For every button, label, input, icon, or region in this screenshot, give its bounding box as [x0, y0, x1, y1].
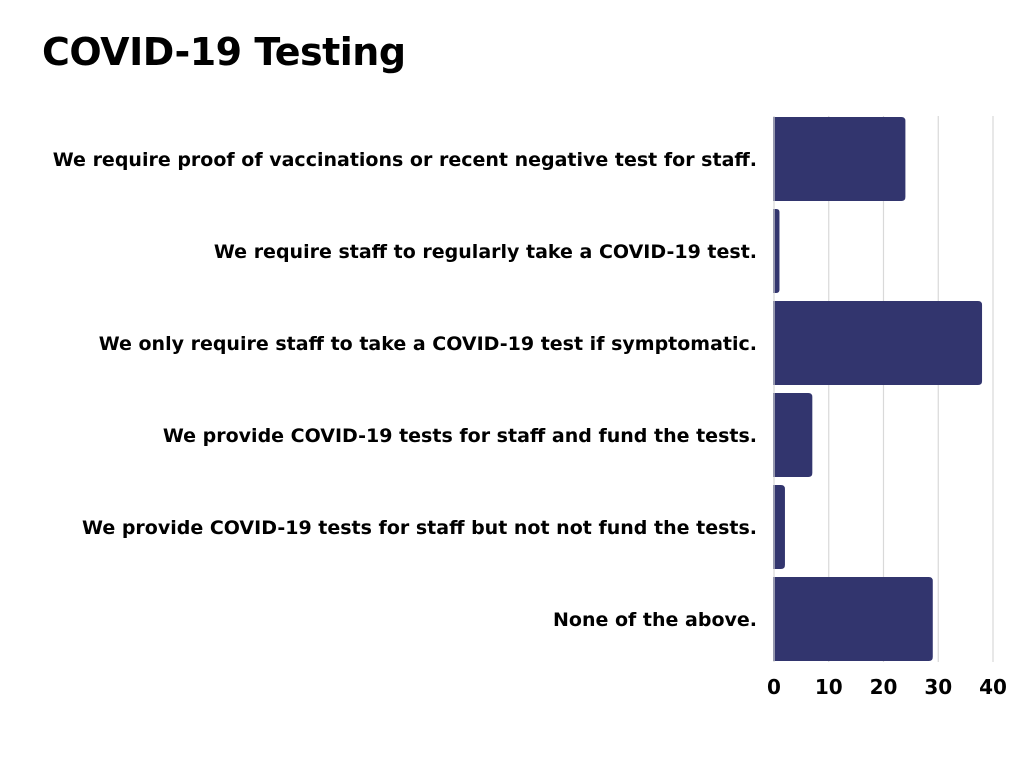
- bar: [773, 117, 906, 201]
- bars: [773, 117, 983, 661]
- category-labels: We require proof of vaccinations or rece…: [53, 149, 757, 631]
- gridlines: [828, 116, 994, 662]
- bar: [773, 577, 933, 661]
- category-label: We provide COVID-19 tests for staff but …: [82, 517, 757, 539]
- category-label: We require staff to regularly take a COV…: [214, 241, 757, 263]
- bar: [773, 301, 983, 385]
- category-label: None of the above.: [553, 609, 757, 631]
- bar: [773, 209, 780, 293]
- category-label: We provide COVID-19 tests for staff and …: [163, 425, 757, 447]
- bar: [773, 393, 813, 477]
- x-tick-labels: 0 10 20 30 40: [767, 675, 1007, 699]
- bar: [773, 485, 785, 569]
- x-tick-label: 0: [767, 675, 781, 699]
- x-tick-label: 10: [815, 675, 843, 699]
- category-label: We require proof of vaccinations or rece…: [53, 149, 757, 171]
- chart-title: COVID-19 Testing: [42, 30, 406, 74]
- x-tick-label: 40: [979, 675, 1007, 699]
- x-tick-label: 20: [870, 675, 898, 699]
- category-label: We only require staff to take a COVID-19…: [99, 333, 757, 355]
- x-tick-label: 30: [924, 675, 952, 699]
